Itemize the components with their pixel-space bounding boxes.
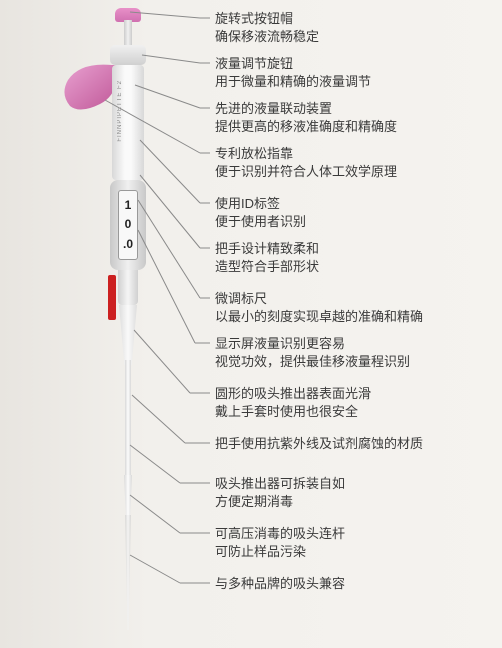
annotation-desc: 以最小的刻度实现卓越的准确和精确 xyxy=(215,308,423,326)
annotation-title: 把手设计精致柔和 xyxy=(215,240,319,258)
annotations-layer: 旋转式按钮帽确保移液流畅稳定液量调节旋钮用于微量和精确的液量调节先进的液量联动装… xyxy=(0,0,502,648)
annotation-9: 把手使用抗紫外线及试剂腐蚀的材质 xyxy=(215,435,423,453)
annotation-11: 可高压消毒的吸头连杆可防止样品污染 xyxy=(215,525,345,561)
annotation-title: 微调标尺 xyxy=(215,290,423,308)
annotation-desc: 便于识别并符合人体工效学原理 xyxy=(215,163,397,181)
annotation-desc: 方便定期消毒 xyxy=(215,493,345,511)
annotation-7: 显示屏液量识别更容易视觉功效，提供最佳移液量程识别 xyxy=(215,335,410,371)
annotation-title: 把手使用抗紫外线及试剂腐蚀的材质 xyxy=(215,435,423,453)
annotation-title: 使用ID标签 xyxy=(215,195,306,213)
annotation-1: 液量调节旋钮用于微量和精确的液量调节 xyxy=(215,55,371,91)
annotation-2: 先进的液量联动装置提供更高的移液准确度和精确度 xyxy=(215,100,397,136)
annotation-6: 微调标尺以最小的刻度实现卓越的准确和精确 xyxy=(215,290,423,326)
annotation-title: 圆形的吸头推出器表面光滑 xyxy=(215,385,371,403)
annotation-8: 圆形的吸头推出器表面光滑戴上手套时使用也很安全 xyxy=(215,385,371,421)
annotation-0: 旋转式按钮帽确保移液流畅稳定 xyxy=(215,10,319,46)
annotation-desc: 戴上手套时使用也很安全 xyxy=(215,403,371,421)
annotation-title: 专利放松指靠 xyxy=(215,145,397,163)
annotation-title: 显示屏液量识别更容易 xyxy=(215,335,410,353)
annotation-4: 使用ID标签便于使用者识别 xyxy=(215,195,306,231)
annotation-12: 与多种品牌的吸头兼容 xyxy=(215,575,345,593)
annotation-title: 旋转式按钮帽 xyxy=(215,10,319,28)
annotation-desc: 可防止样品污染 xyxy=(215,543,345,561)
annotation-3: 专利放松指靠便于识别并符合人体工效学原理 xyxy=(215,145,397,181)
annotation-desc: 确保移液流畅稳定 xyxy=(215,28,319,46)
annotation-10: 吸头推出器可拆装自如方便定期消毒 xyxy=(215,475,345,511)
annotation-desc: 提供更高的移液准确度和精确度 xyxy=(215,118,397,136)
annotation-title: 与多种品牌的吸头兼容 xyxy=(215,575,345,593)
annotation-title: 先进的液量联动装置 xyxy=(215,100,397,118)
annotation-desc: 便于使用者识别 xyxy=(215,213,306,231)
annotation-desc: 造型符合手部形状 xyxy=(215,258,319,276)
annotation-title: 液量调节旋钮 xyxy=(215,55,371,73)
annotation-desc: 用于微量和精确的液量调节 xyxy=(215,73,371,91)
annotation-title: 可高压消毒的吸头连杆 xyxy=(215,525,345,543)
annotation-title: 吸头推出器可拆装自如 xyxy=(215,475,345,493)
annotation-desc: 视觉功效，提供最佳移液量程识别 xyxy=(215,353,410,371)
annotation-5: 把手设计精致柔和造型符合手部形状 xyxy=(215,240,319,276)
